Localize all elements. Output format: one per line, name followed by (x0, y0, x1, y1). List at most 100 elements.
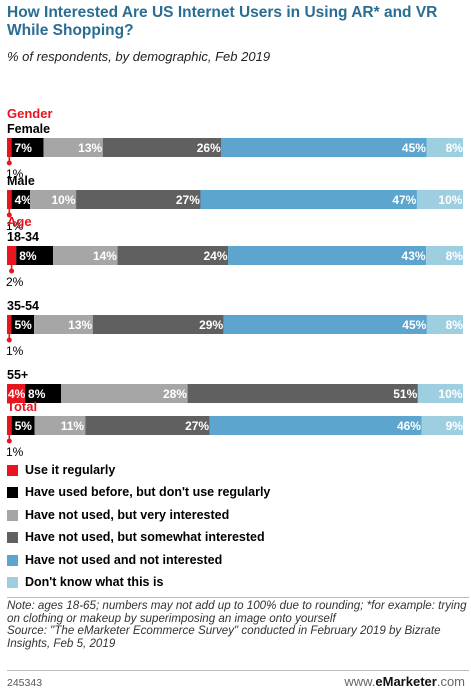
data-label: 24% (203, 249, 227, 263)
bar-segment (34, 315, 93, 334)
legend-label: Have used before, but don't use regularl… (25, 485, 271, 500)
bar-segment (61, 384, 188, 403)
bar-segment (7, 384, 26, 403)
data-label: 10% (51, 193, 75, 207)
note-text: Note: ages 18-65; numbers may not add up… (7, 599, 467, 625)
chart-note: Note: ages 18-65; numbers may not add up… (7, 599, 469, 650)
marker-dot (6, 438, 12, 444)
data-label: 45% (402, 318, 426, 332)
legend-label: Don't know what this is (25, 574, 164, 589)
bar-segment (223, 315, 427, 334)
row-label: 35-54 (7, 299, 39, 313)
marker-dot (6, 160, 12, 166)
bar-segment (7, 246, 17, 265)
data-label: 4% (15, 193, 33, 207)
data-label: 27% (176, 193, 200, 207)
bar-segment (76, 190, 201, 209)
legend-swatch (7, 532, 18, 544)
bar-segment (7, 315, 12, 334)
bar-segment (426, 315, 463, 334)
data-label: 47% (392, 193, 416, 207)
row-label: 18-34 (7, 230, 39, 244)
data-label: 5% (15, 318, 33, 332)
bar-segment (34, 416, 86, 435)
data-label: 8% (446, 318, 464, 332)
bar-segment (7, 190, 12, 209)
bar-segment (228, 246, 427, 265)
bar-segment (421, 416, 463, 435)
legend-swatch (7, 576, 18, 588)
bar-segment (11, 138, 44, 157)
row-label: Male (7, 174, 35, 188)
bar-segment (43, 138, 103, 157)
data-label: 4% (8, 387, 26, 401)
bar-segment (11, 315, 35, 334)
bar-segment (7, 138, 12, 157)
source-text: Source: "The eMarketer Ecommerce Survey"… (7, 624, 441, 650)
legend-swatch (7, 465, 18, 476)
marker-dot (6, 212, 12, 218)
data-label: 2% (6, 275, 24, 289)
group-label-2: Total (7, 399, 37, 414)
bar-segment (209, 416, 422, 435)
chart-id: 245343 (7, 677, 43, 689)
data-label: 51% (393, 387, 417, 401)
data-label: 28% (163, 387, 187, 401)
data-label: 8% (19, 249, 37, 263)
data-label: 14% (93, 249, 117, 263)
bar-segment (11, 416, 35, 435)
legend-swatch (7, 487, 18, 499)
data-label: 26% (197, 141, 221, 155)
legend-label: Use it regularly (25, 463, 116, 477)
bar-segment (117, 246, 229, 265)
data-label: 1% (6, 219, 24, 233)
legend-label: Have not used and not interested (25, 552, 223, 567)
bar-segment (426, 246, 463, 265)
chart-title: How Interested Are US Internet Users in … (7, 4, 438, 39)
data-label: 8% (28, 387, 46, 401)
data-label: 13% (78, 141, 102, 155)
data-label: 10% (438, 193, 462, 207)
group-label-1: Age (7, 214, 32, 229)
legend-swatch (7, 554, 18, 566)
bar-segment (30, 190, 77, 209)
brand-suffix: .com (436, 674, 465, 689)
bar-segment (11, 190, 31, 209)
legend-label: Have not used, but very interested (25, 507, 230, 522)
brand-prefix: www. (344, 674, 376, 689)
data-label: 1% (6, 344, 24, 358)
data-label: 46% (397, 419, 421, 433)
divider (7, 597, 469, 598)
data-label: 1% (6, 167, 24, 181)
bar-segment (417, 384, 463, 403)
data-label: 13% (68, 318, 92, 332)
data-label: 45% (402, 141, 426, 155)
marker-dot (6, 337, 12, 343)
bar-segment (16, 246, 54, 265)
chart-subtitle: % of respondents, by demographic, Feb 20… (7, 49, 271, 64)
legend-swatch (7, 509, 18, 521)
data-label: 5% (15, 419, 33, 433)
data-label: 11% (61, 419, 85, 433)
data-label: 8% (446, 249, 464, 263)
brand-logo[interactable]: www.eMarketer.com (344, 674, 465, 689)
data-label: 43% (402, 249, 426, 263)
bar-segment (416, 190, 463, 209)
bar-segment (187, 384, 418, 403)
bar-segment (25, 384, 62, 403)
bar-segment (7, 416, 12, 435)
data-label: 29% (199, 318, 223, 332)
data-label: 27% (185, 419, 209, 433)
bar-segment (85, 416, 210, 435)
brand-name: eMarketer (375, 674, 437, 689)
bar-segment (92, 315, 224, 334)
bar-segment (221, 138, 427, 157)
data-label: 8% (446, 141, 464, 155)
data-label: 7% (15, 141, 33, 155)
row-label: Female (7, 122, 50, 136)
divider (7, 670, 469, 671)
data-label: 9% (446, 419, 464, 433)
data-label: 10% (438, 387, 462, 401)
bar-segment (102, 138, 222, 157)
